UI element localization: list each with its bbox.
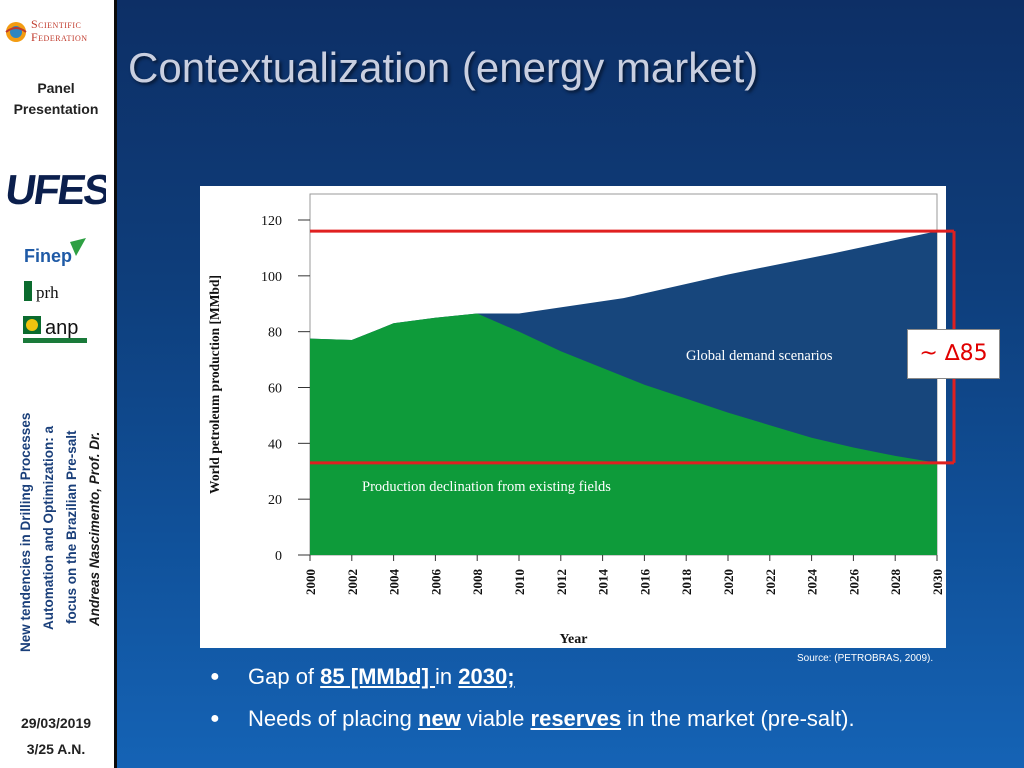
source-note: Source: (PETROBRAS, 2009). <box>797 653 934 664</box>
prh-logo: prh <box>22 278 90 304</box>
x-tick-label: 2012 <box>554 569 569 595</box>
annotation-production: Production declination from existing fie… <box>362 479 611 495</box>
x-tick-label: 2014 <box>596 569 611 596</box>
bullet1-gap-value: 85 [MMbd] <box>320 664 436 689</box>
x-tick-label: 2002 <box>345 569 360 595</box>
slide-date: 29/03/2019 <box>20 715 92 731</box>
x-tick-label: 2024 <box>805 569 820 596</box>
anp-logo: anp <box>22 312 90 346</box>
energy-chart: 0 20 40 60 80 100 120 2000 2002 2004 2006 2008 2010 2… <box>207 193 945 647</box>
y-tick-label: 120 <box>261 214 282 229</box>
bullet2-reserves: reserves <box>530 706 622 731</box>
x-tick-label: 2016 <box>637 569 652 596</box>
x-tick-label: 2004 <box>387 569 402 596</box>
ufes-text: UFES <box>6 166 106 213</box>
slide-title: Contextualization (energy market) <box>128 44 759 91</box>
x-tick-label: 2026 <box>846 569 861 596</box>
anp-text: anp <box>45 317 78 339</box>
sidebar-divider <box>114 0 117 768</box>
sidebar: Scientific Federation Panel Presentation… <box>0 0 114 768</box>
logo-text-2: Federation <box>31 30 88 44</box>
bullet2-post: in the market (pre-salt). <box>621 706 855 731</box>
y-tick-label: 60 <box>268 382 282 397</box>
bullet-text-2: Needs of placing new viable reserves in … <box>248 706 855 732</box>
x-axis-label: Year <box>560 632 588 647</box>
vertical-title-line1: New tendencies in Drilling Processes <box>18 412 33 652</box>
finep-logo: Finep <box>22 236 90 270</box>
bullet1-year: 2030; <box>458 664 515 689</box>
y-tick-label: 40 <box>268 437 282 452</box>
finep-text: Finep <box>24 246 72 266</box>
bullet1-mid: in <box>435 664 459 689</box>
date-block: 29/03/2019 3/25 A.N. <box>0 710 112 762</box>
bullet2-pre: Needs of placing <box>248 706 418 731</box>
y-axis-label: World petroleum production [MMbd] <box>207 275 222 494</box>
author-line: Andreas Nascimento, Prof. Dr. <box>87 431 102 626</box>
panel-presentation-label: Panel Presentation <box>0 78 112 120</box>
x-tick-label: 2020 <box>721 569 736 595</box>
ufes-logo: UFES <box>3 160 114 216</box>
vertical-title-line2: Automation and Optimization: a <box>41 426 56 630</box>
bullet-dot: ● <box>210 668 220 685</box>
bullet1-pre: Gap of <box>248 664 321 689</box>
y-tick-label: 100 <box>261 270 282 285</box>
scientific-federation-logo: Scientific Federation <box>4 16 112 48</box>
panel-line2: Presentation <box>13 101 99 117</box>
vertical-title-line3: focus on the Brazilian Pre-salt <box>64 430 79 624</box>
y-tick-label: 20 <box>268 493 282 508</box>
x-tick-label: 2008 <box>470 569 485 596</box>
chart-container: 0 20 40 60 80 100 120 2000 2002 2004 2006 2008 2010 2… <box>200 186 946 648</box>
bullet2-mid: viable <box>460 706 531 731</box>
production-area <box>310 313 937 555</box>
logo-text-1: Scientific <box>31 17 82 31</box>
delta-85-callout: ~ ∆85 <box>907 329 1000 379</box>
panel-line1: Panel <box>37 80 75 96</box>
y-tick-label: 80 <box>268 326 282 341</box>
presentation-title-vertical: New tendencies in Drilling Processes Aut… <box>14 352 106 652</box>
bullet-text-1: Gap of 85 [MMbd] in 2030; <box>248 664 515 690</box>
x-tick-label: 2028 <box>888 569 903 596</box>
x-tick-label: 2030 <box>930 569 945 595</box>
y-tick-label: 0 <box>275 549 282 564</box>
annotation-demand: Global demand scenarios <box>686 348 833 364</box>
globe-logo-icon <box>5 22 27 42</box>
x-tick-label: 2010 <box>512 569 527 595</box>
bullet-dot: ● <box>210 710 220 727</box>
x-tick-label: 2000 <box>303 569 318 595</box>
x-tick-label: 2006 <box>428 569 443 596</box>
x-tick-label: 2022 <box>763 569 778 595</box>
slide-number: 3/25 A.N. <box>26 741 86 757</box>
x-tick-label: 2018 <box>679 569 694 596</box>
prh-text: prh <box>36 283 59 302</box>
bullet2-new: new <box>418 706 461 731</box>
